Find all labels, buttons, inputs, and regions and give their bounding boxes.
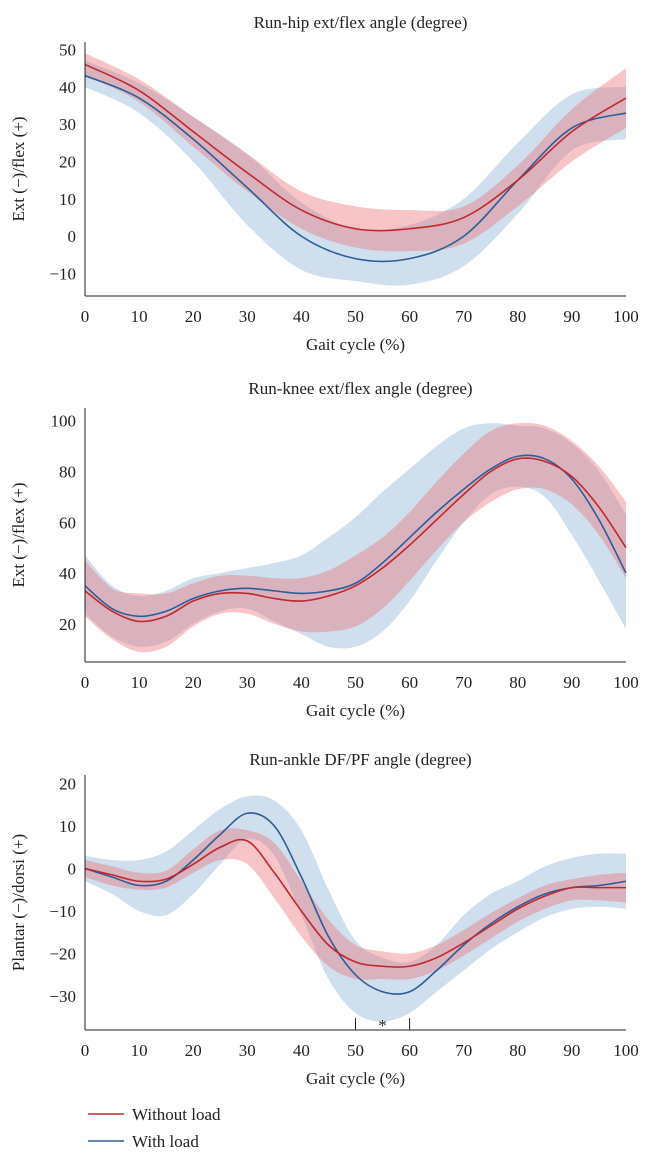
x-tick-label: 10 — [131, 673, 148, 692]
series-line-with-load — [84, 454, 627, 618]
y-tick-label: −20 — [49, 945, 76, 964]
chart-title: Run-hip ext/flex angle (degree) — [254, 13, 468, 32]
y-tick-label: 30 — [59, 115, 76, 134]
x-tick-label: 100 — [613, 1041, 639, 1060]
series-line-without-load — [84, 457, 627, 623]
x-tick-label: 40 — [293, 1041, 310, 1060]
x-axis-label: Gait cycle (%) — [306, 335, 405, 354]
x-tick-label: 40 — [293, 673, 310, 692]
sd-band-without-load — [85, 828, 626, 980]
x-tick-label: 60 — [401, 673, 418, 692]
y-tick-label: 10 — [59, 190, 76, 209]
x-tick-label: 20 — [185, 307, 202, 326]
x-tick-label: 20 — [185, 673, 202, 692]
legend-label-with-load: With load — [132, 1132, 199, 1151]
chart-panel-2: Run-knee ext/flex angle (degree) 0 10 20 30 4… — [9, 379, 639, 720]
legend-label-without-load: Without load — [132, 1105, 221, 1124]
x-tick-label: 70 — [455, 673, 472, 692]
x-tick-label: 90 — [563, 307, 580, 326]
x-tick-label: 50 — [347, 673, 364, 692]
y-tick-label: 10 — [59, 817, 76, 836]
x-tick-label: 60 — [401, 307, 418, 326]
y-axis-label: Plantar (−)/dorsi (+) — [9, 834, 28, 971]
y-tick-label: 20 — [59, 775, 76, 794]
x-tick-label: 80 — [509, 307, 526, 326]
y-tick-label: −10 — [49, 902, 76, 921]
y-tick-label: 40 — [59, 78, 76, 97]
x-tick-label: 80 — [509, 1041, 526, 1060]
y-tick-label: 20 — [59, 153, 76, 172]
series-line-with-load — [84, 74, 627, 263]
sd-band-with-load — [85, 423, 626, 649]
x-tick-label: 50 — [347, 307, 364, 326]
x-tick-label: 0 — [81, 1041, 90, 1060]
y-tick-label: 0 — [68, 227, 77, 246]
x-tick-label: 100 — [613, 307, 639, 326]
x-tick-label: 10 — [131, 307, 148, 326]
x-tick-label: 0 — [81, 673, 90, 692]
sd-band-with-load — [85, 60, 626, 286]
x-tick-label: 30 — [239, 307, 256, 326]
significance-asterisk: * — [378, 1016, 387, 1035]
y-tick-label: 100 — [51, 412, 77, 431]
x-tick-label: 60 — [401, 1041, 418, 1060]
y-tick-label: 20 — [59, 615, 76, 634]
x-axis-label: Gait cycle (%) — [306, 701, 405, 720]
series-line-without-load — [84, 63, 627, 232]
x-tick-label: 30 — [239, 673, 256, 692]
x-tick-label: 40 — [293, 307, 310, 326]
series-line-without-load — [84, 838, 626, 968]
x-tick-label: 50 — [347, 1041, 364, 1060]
x-tick-label: 30 — [239, 1041, 256, 1060]
sd-band-without-load — [85, 422, 626, 653]
y-tick-label: −10 — [49, 265, 76, 284]
x-tick-label: 0 — [81, 307, 90, 326]
x-tick-label: 70 — [455, 1041, 472, 1060]
chart-title: Run-ankle DF/PF angle (degree) — [249, 750, 471, 769]
y-axis-label: Ext (−)/flex (+) — [9, 482, 28, 587]
x-tick-label: 100 — [613, 673, 639, 692]
sd-band-with-load — [85, 795, 626, 1022]
chart-title: Run-knee ext/flex angle (degree) — [248, 379, 472, 398]
x-tick-label: 10 — [131, 1041, 148, 1060]
y-tick-label: 50 — [59, 40, 76, 59]
y-tick-label: −30 — [49, 987, 76, 1006]
y-axis-label: Ext (−)/flex (+) — [9, 116, 28, 221]
y-tick-label: 0 — [68, 860, 77, 879]
y-tick-label: 60 — [59, 513, 76, 532]
chart-panel-3: Run-ankle DF/PF angle (degree) 0 10 20 30 40 5… — [9, 750, 639, 1088]
y-tick-label: 80 — [59, 463, 76, 482]
x-axis-label: Gait cycle (%) — [306, 1069, 405, 1088]
x-tick-label: 90 — [563, 1041, 580, 1060]
x-tick-label: 20 — [185, 1041, 202, 1060]
x-tick-label: 80 — [509, 673, 526, 692]
legend: Without load With load — [88, 1105, 221, 1151]
y-tick-label: 40 — [59, 564, 76, 583]
chart-panels: Run-hip ext/flex angle (degree) 0 10 20 30 40… — [9, 13, 639, 1088]
x-tick-label: 70 — [455, 307, 472, 326]
chart-panel-1: Run-hip ext/flex angle (degree) 0 10 20 30 40… — [9, 13, 639, 354]
x-tick-label: 90 — [563, 673, 580, 692]
